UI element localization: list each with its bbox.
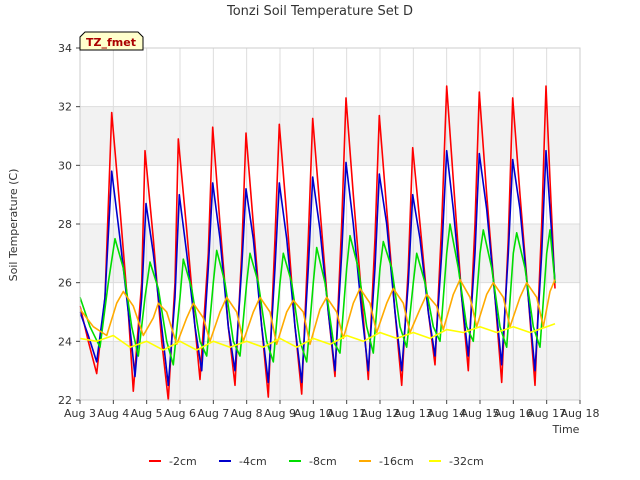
x-tick-label: Aug 16 — [494, 407, 533, 420]
x-tick-label: Aug 9 — [264, 407, 296, 420]
x-tick-label: Aug 10 — [294, 407, 333, 420]
chart-title: Tonzi Soil Temperature Set D — [226, 4, 413, 19]
x-tick-label: Aug 3 — [64, 407, 96, 420]
x-tick-label: Aug 15 — [461, 407, 500, 420]
series-line-8cmcm — [79, 223, 556, 366]
x-tick-label: Aug 13 — [394, 407, 433, 420]
legend-label: -8cm — [309, 455, 337, 468]
badge-box — [79, 31, 144, 51]
y-tick-label: 30 — [58, 159, 72, 172]
x-tick-label: Aug 7 — [197, 407, 229, 420]
plot-band — [80, 341, 580, 400]
plot-band — [80, 224, 580, 283]
y-tick-label: 34 — [58, 42, 72, 55]
x-tick-label: Aug 6 — [164, 407, 196, 420]
y-tick-label: 32 — [58, 101, 72, 114]
x-tick-label: Aug 12 — [361, 407, 400, 420]
series-line-32cmcm — [79, 322, 556, 351]
badge-label: TZ_fmet — [86, 36, 136, 49]
legend-label: -4cm — [239, 455, 267, 468]
y-tick-label: 26 — [58, 277, 72, 290]
x-tick-label: Aug 5 — [131, 407, 163, 420]
x-tick-label: Aug 18 — [561, 407, 600, 420]
series-line-16cmcm — [79, 278, 556, 346]
x-tick-label: Aug 14 — [427, 407, 466, 420]
legend-label: -32cm — [449, 455, 484, 468]
legend: -2cm -4cm -8cm -16cm -32cm — [149, 455, 484, 468]
x-tick-label: Aug 17 — [527, 407, 566, 420]
x-tick-label: Aug 11 — [327, 407, 366, 420]
y-tick-label: 28 — [58, 218, 72, 231]
data-series — [79, 85, 556, 401]
legend-label: -2cm — [169, 455, 197, 468]
fmet-badge: TZ_fmet — [79, 31, 144, 51]
x-axis-label: Time — [552, 423, 580, 436]
y-axis-label: Soil Temperature (C) — [7, 169, 20, 282]
x-tick-label: Aug 4 — [97, 407, 129, 420]
y-tick-label: 22 — [58, 394, 72, 407]
series-line-2cmcm — [79, 85, 556, 401]
x-tick-label: Aug 8 — [231, 407, 263, 420]
y-tick-label: 24 — [58, 335, 72, 348]
series-line-4cmcm — [79, 149, 556, 387]
legend-label: -16cm — [379, 455, 414, 468]
plot-band — [80, 106, 580, 166]
